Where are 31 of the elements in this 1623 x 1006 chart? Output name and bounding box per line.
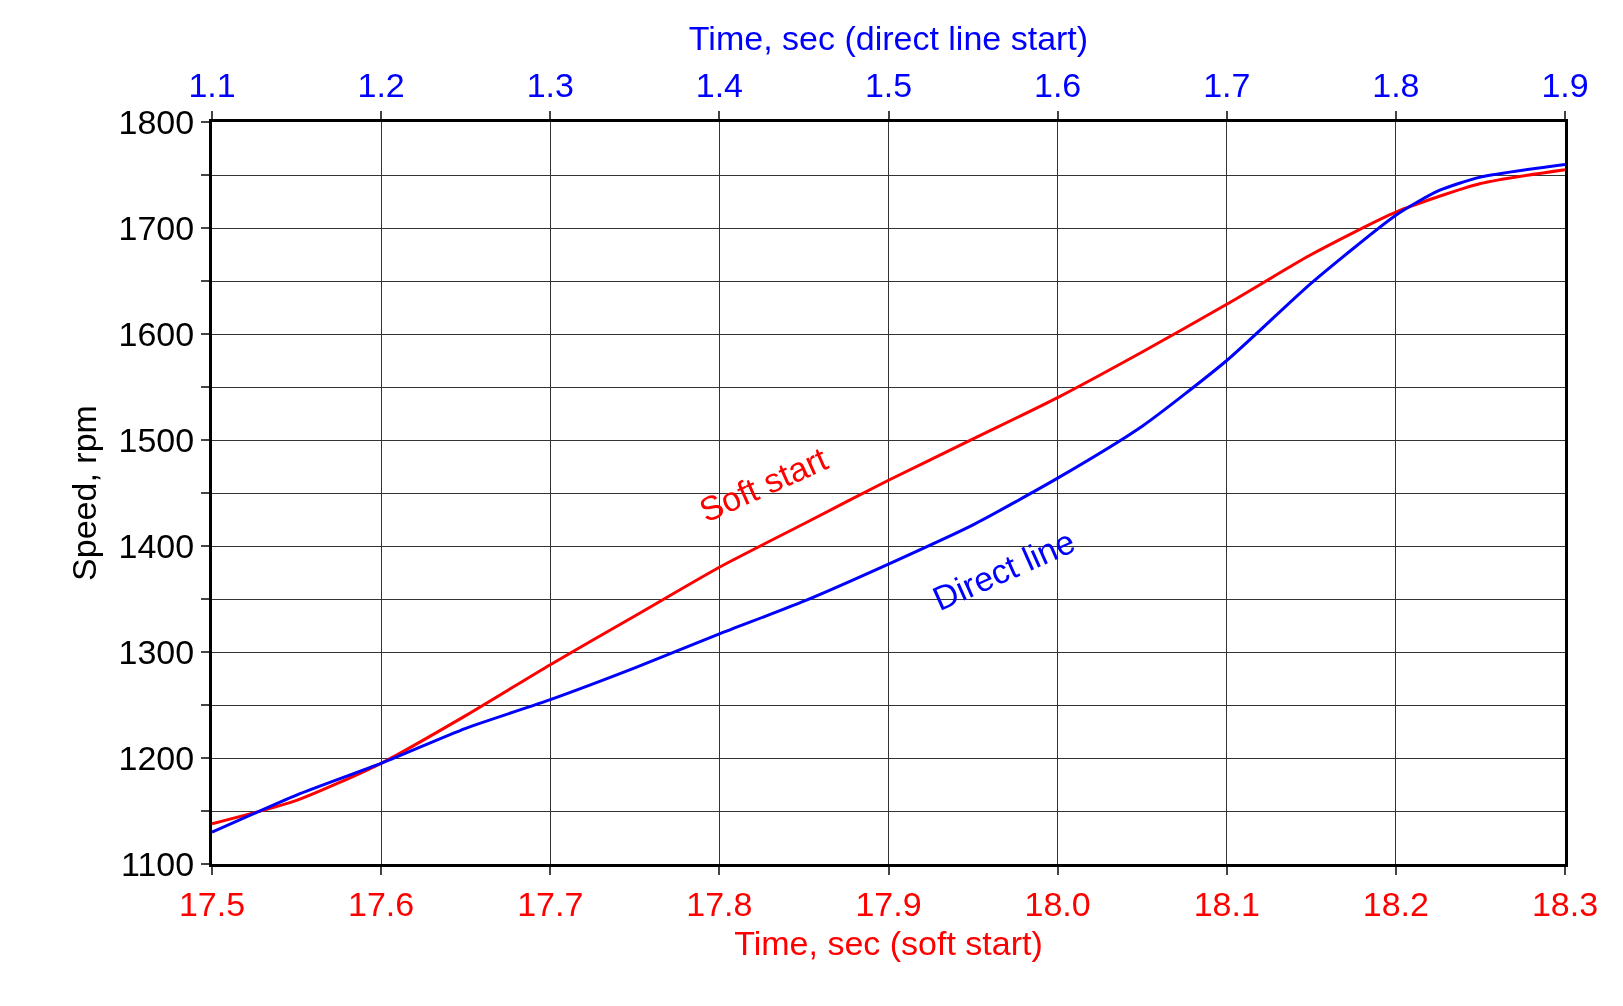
x-tick-label: 18.2 [1362, 884, 1429, 923]
y-tick-label: 1100 [121, 844, 195, 883]
x-tick-label: 17.5 [178, 884, 246, 923]
x-tick-label: 17.9 [855, 884, 922, 923]
x-tick-label: 18.0 [1024, 884, 1091, 923]
y-tick-label: 1300 [118, 632, 195, 671]
x-tick-label: 18.3 [1531, 884, 1599, 923]
x2-tick-label: 1.8 [1372, 66, 1420, 105]
y-tick-label: 1800 [118, 102, 195, 141]
x2-tick-label: 1.2 [357, 66, 405, 105]
x2-tick-label: 1.4 [695, 66, 743, 105]
y-tick-label: 1700 [118, 208, 195, 247]
y-tick-label: 1500 [118, 420, 195, 459]
x2-tick-label: 1.5 [864, 66, 913, 105]
x2-axis-title: Time, sec (direct line start) [688, 19, 1089, 57]
x2-tick-label: 1.6 [1034, 66, 1082, 105]
x2-tick-label: 1.7 [1203, 66, 1251, 105]
x2-tick-label: 1.1 [188, 66, 236, 105]
y-tick-label: 1600 [118, 314, 195, 353]
text: Direct line [926, 521, 1081, 618]
x2-tick-label: 1.9 [1541, 66, 1589, 105]
x-tick-label: 17.8 [686, 884, 753, 923]
y-axis-title: Speed, rpm [65, 405, 104, 581]
y-tick-label: 1400 [118, 526, 195, 565]
x-tick-label: 18.1 [1193, 884, 1260, 923]
x2-tick-label: 1.3 [526, 66, 574, 105]
text: Soft start [693, 439, 834, 530]
x-tick-label: 17.6 [348, 884, 415, 923]
x-tick-label: 17.7 [517, 884, 584, 923]
y-tick-label: 1200 [118, 738, 195, 777]
x-axis-title: Time, sec (soft start) [734, 924, 1043, 963]
